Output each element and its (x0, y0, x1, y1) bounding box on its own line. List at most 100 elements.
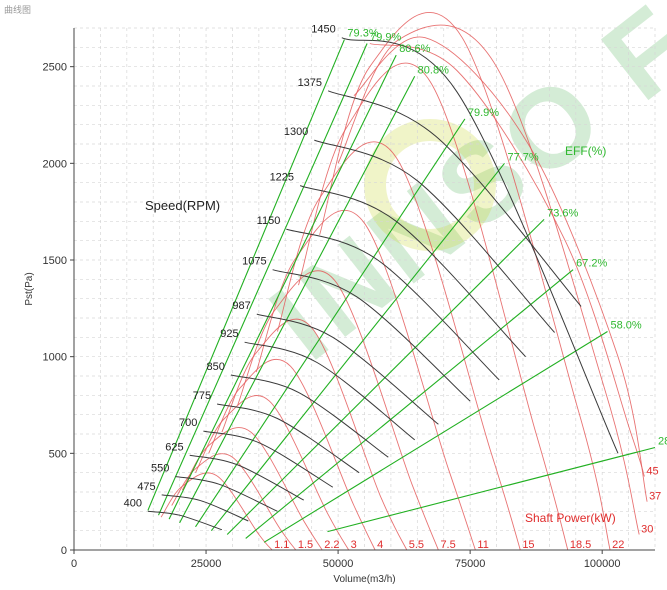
efficiency-label: 67.2% (576, 258, 607, 270)
efficiency-label: 28 (658, 436, 667, 448)
efficiency-line (179, 76, 416, 524)
speed-curve (286, 228, 500, 381)
power-label: 18.5 (570, 539, 591, 551)
power-curve (276, 141, 521, 551)
speed-label: 1300 (284, 126, 308, 138)
speed-legend-title: Speed(RPM) (145, 198, 220, 213)
shaft-power-curves (160, 12, 648, 551)
speed-curve (341, 37, 619, 454)
power-label: 2.2 (324, 539, 339, 551)
power-label: 37 (649, 491, 661, 503)
efficiency-line (210, 162, 505, 532)
efficiency-lines (147, 39, 656, 543)
speed-curve (216, 403, 360, 474)
power-label: 30 (641, 524, 653, 536)
efficiency-label: 79.9% (370, 31, 401, 43)
efficiency-label: 77.7% (507, 151, 538, 163)
speed-label: 1150 (257, 215, 281, 227)
power-curve (181, 427, 323, 551)
x-tick-label: 25000 (191, 558, 222, 570)
power-curve (353, 36, 648, 502)
window-title: 曲线图 (4, 6, 32, 16)
efficiency-line (226, 219, 545, 535)
speed-label: 925 (220, 328, 238, 340)
speed-curve (256, 313, 439, 425)
power-label: 45 (646, 466, 658, 478)
y-axis-title: Pst(Pa) (24, 272, 35, 305)
y-tick-label: 2500 (43, 62, 67, 74)
power-curve (221, 318, 408, 551)
axes: 0 25000 50000 75000 100000 0 500 1000 1500 2000 25… (24, 28, 655, 585)
speed-label: 850 (207, 361, 225, 373)
power-curve (208, 358, 376, 551)
power-label: 1.5 (298, 539, 313, 551)
power-label: 11 (477, 539, 488, 551)
power-label: 3 (351, 539, 357, 551)
speed-curve (203, 430, 334, 488)
watermark: INNSO FAN (248, 0, 667, 383)
speed-curves (147, 37, 619, 531)
y-tick-label: 1000 (43, 352, 67, 364)
efficiency-line (157, 43, 368, 516)
efficiency-label: 80.8% (418, 64, 449, 76)
efficiency-label: 80.6% (399, 43, 430, 55)
speed-curve (272, 269, 471, 402)
efficiency-line (245, 269, 574, 539)
power-curve (255, 209, 476, 551)
watermark-ring (364, 119, 496, 251)
x-tick-label: 0 (71, 558, 77, 570)
x-tick-label: 75000 (455, 558, 486, 570)
power-curve (298, 62, 569, 551)
speed-curve (189, 454, 305, 501)
x-tick-label: 50000 (323, 558, 354, 570)
speed-curve (244, 341, 416, 441)
y-tick-label: 0 (61, 545, 67, 557)
speed-curve (230, 374, 389, 458)
speed-label: 1075 (242, 256, 266, 268)
y-tick-label: 1500 (43, 255, 67, 267)
x-tick-label: 100000 (584, 558, 621, 570)
speed-label: 700 (179, 417, 197, 429)
power-label: 7.5 (440, 539, 455, 551)
efficiency-label: 79.3% (347, 28, 378, 40)
efficiency-line (168, 54, 397, 520)
speed-label: 550 (151, 463, 169, 475)
x-axis-title: Volume(m3/h) (333, 574, 395, 585)
speed-label: 1450 (311, 24, 335, 36)
power-curve (171, 453, 297, 551)
speed-curve (175, 476, 278, 512)
power-curve (195, 395, 350, 551)
y-tick-label: 2000 (43, 158, 67, 170)
speed-label: 1375 (298, 77, 322, 89)
power-legend-title: Shaft Power(kW) (525, 511, 616, 525)
speed-label: 775 (193, 390, 211, 402)
speed-curve (314, 139, 555, 333)
efficiency-line (327, 446, 656, 533)
y-tick-label: 500 (49, 448, 67, 460)
power-curve (337, 24, 640, 535)
power-label: 22 (612, 539, 624, 551)
speed-label: 625 (165, 441, 183, 453)
speed-label: 475 (137, 481, 155, 493)
power-curve (369, 43, 645, 477)
speed-label: 987 (232, 300, 250, 312)
power-label: 5.5 (409, 539, 424, 551)
efficiency-line (263, 331, 608, 543)
power-label: 15 (522, 539, 534, 551)
efficiency-label: 79.9% (468, 107, 499, 119)
power-curve (237, 270, 439, 551)
efficiency-label: 58.0% (610, 320, 641, 332)
efficiency-line (147, 39, 345, 511)
power-label: 4 (377, 539, 383, 551)
power-label: 1.1 (274, 539, 289, 551)
speed-curve (299, 185, 526, 358)
speed-curve (147, 510, 223, 531)
efficiency-label: 73.6% (547, 207, 578, 219)
watermark-text: INNSO FAN (248, 0, 667, 383)
efficiency-line (195, 118, 466, 528)
speed-label: 400 (124, 497, 142, 509)
speed-curve (161, 494, 249, 522)
chart-labels: 400 475 550 625 700 775 850 925 987 1075 1150 1225 1… (124, 24, 667, 551)
